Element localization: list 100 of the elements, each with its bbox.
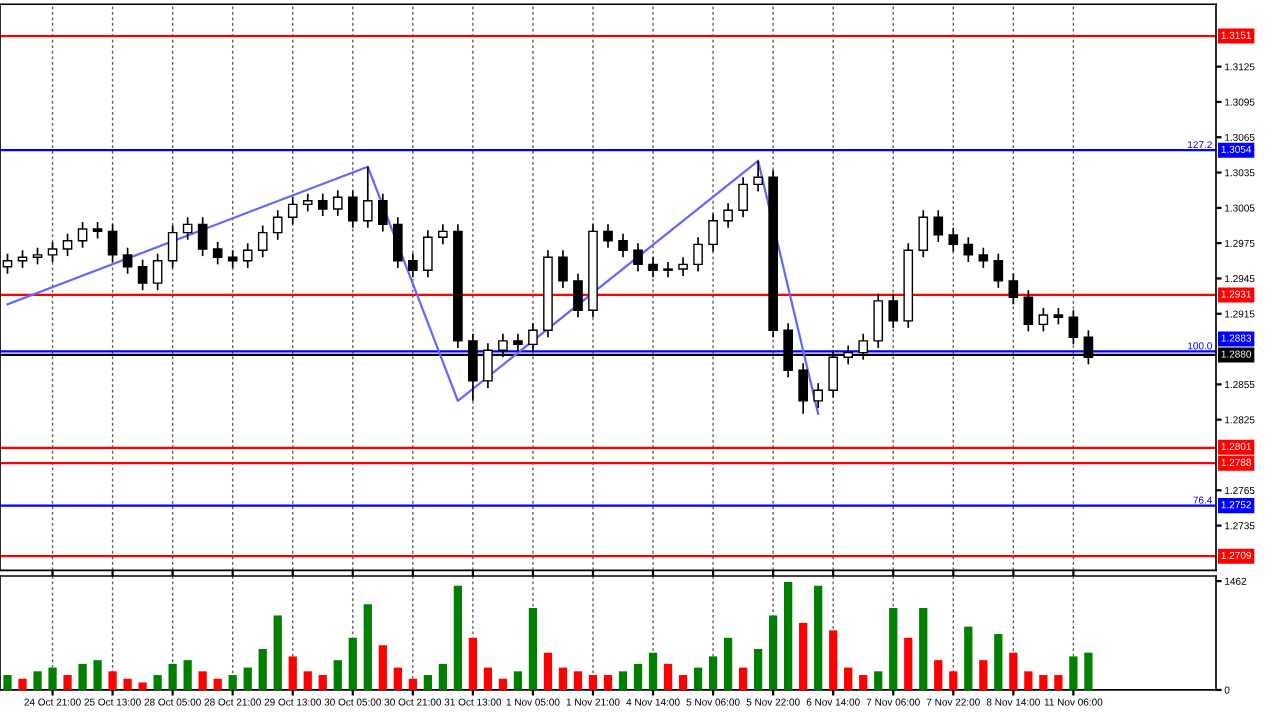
bar xyxy=(1039,675,1048,690)
bar xyxy=(1084,652,1093,690)
bar xyxy=(678,675,688,690)
bar xyxy=(558,667,568,690)
bar xyxy=(588,675,598,690)
bar xyxy=(408,678,417,690)
candlestick xyxy=(798,362,808,415)
candlestick xyxy=(603,223,613,249)
bar xyxy=(784,581,793,690)
bar xyxy=(949,671,958,690)
candlestick xyxy=(888,292,899,329)
bar xyxy=(603,675,613,690)
bar xyxy=(273,615,282,690)
candlestick xyxy=(408,252,418,279)
candlestick xyxy=(633,242,643,273)
bar xyxy=(213,678,222,690)
bar xyxy=(183,660,192,690)
candlestick xyxy=(317,192,328,217)
bar xyxy=(18,678,27,690)
candlestick xyxy=(107,223,118,263)
bar xyxy=(243,667,252,690)
bar xyxy=(693,667,703,690)
bar xyxy=(769,615,778,690)
bar xyxy=(738,667,748,690)
candlestick xyxy=(573,272,583,319)
candlestick xyxy=(708,212,718,253)
bar xyxy=(543,652,553,690)
bar xyxy=(228,675,237,690)
bar xyxy=(934,660,943,690)
candlestick xyxy=(423,229,433,279)
candlestick xyxy=(287,196,298,226)
candlestick xyxy=(77,221,88,249)
bar xyxy=(363,604,372,690)
candlestick xyxy=(332,189,343,217)
bar xyxy=(904,637,913,690)
candlestick xyxy=(663,261,673,279)
bar xyxy=(919,608,928,690)
bar xyxy=(258,648,267,690)
bar xyxy=(814,585,823,690)
bar xyxy=(378,645,387,690)
candlestick xyxy=(47,241,58,263)
bar xyxy=(528,608,538,690)
candlestick xyxy=(212,241,223,266)
candlestick xyxy=(618,232,628,259)
bar xyxy=(754,648,763,690)
bar xyxy=(303,671,312,690)
candlestick xyxy=(242,242,253,269)
bar xyxy=(108,671,117,690)
candlestick xyxy=(62,232,73,257)
candlestick xyxy=(753,159,763,193)
bar xyxy=(333,660,342,690)
bar xyxy=(859,675,868,690)
bar xyxy=(723,637,733,690)
bar xyxy=(93,660,102,690)
bar xyxy=(708,656,718,690)
bar xyxy=(513,671,523,690)
candlestick xyxy=(558,249,568,289)
bar xyxy=(1024,671,1033,690)
bar xyxy=(663,663,673,690)
candlestick xyxy=(257,224,268,259)
candlestick xyxy=(1038,307,1049,333)
bar xyxy=(33,671,42,690)
candlestick xyxy=(1008,272,1019,306)
candlestick xyxy=(167,224,178,269)
bar xyxy=(979,660,988,690)
bar xyxy=(348,637,357,690)
bar xyxy=(393,667,402,690)
candlestick xyxy=(978,247,989,269)
candlestick xyxy=(272,209,283,241)
candlestick xyxy=(813,382,823,409)
candlestick xyxy=(227,249,238,269)
candlestick xyxy=(738,176,748,219)
candlestick xyxy=(693,236,703,273)
bar xyxy=(829,630,838,690)
bar xyxy=(844,667,853,690)
candlestick xyxy=(948,227,959,253)
bar xyxy=(889,608,898,690)
candlestick xyxy=(137,258,148,292)
bar xyxy=(3,675,12,690)
bar xyxy=(138,682,147,690)
bar xyxy=(633,663,643,690)
bar xyxy=(153,675,162,690)
bar xyxy=(483,667,493,690)
bar xyxy=(78,663,87,690)
candlestick xyxy=(678,256,688,277)
candlestick xyxy=(122,247,133,275)
bar xyxy=(468,637,478,690)
candlestick xyxy=(933,209,944,243)
candlestick xyxy=(873,292,884,349)
candlestick xyxy=(393,216,403,269)
candlestick xyxy=(1023,289,1034,333)
bar xyxy=(168,663,177,690)
bar xyxy=(573,671,583,690)
bar xyxy=(63,675,72,690)
bar xyxy=(123,678,132,690)
line-series xyxy=(6,159,820,415)
candlestick xyxy=(723,202,733,229)
candlestick xyxy=(1068,309,1079,346)
candlestick xyxy=(362,165,373,229)
bar xyxy=(1009,652,1018,690)
